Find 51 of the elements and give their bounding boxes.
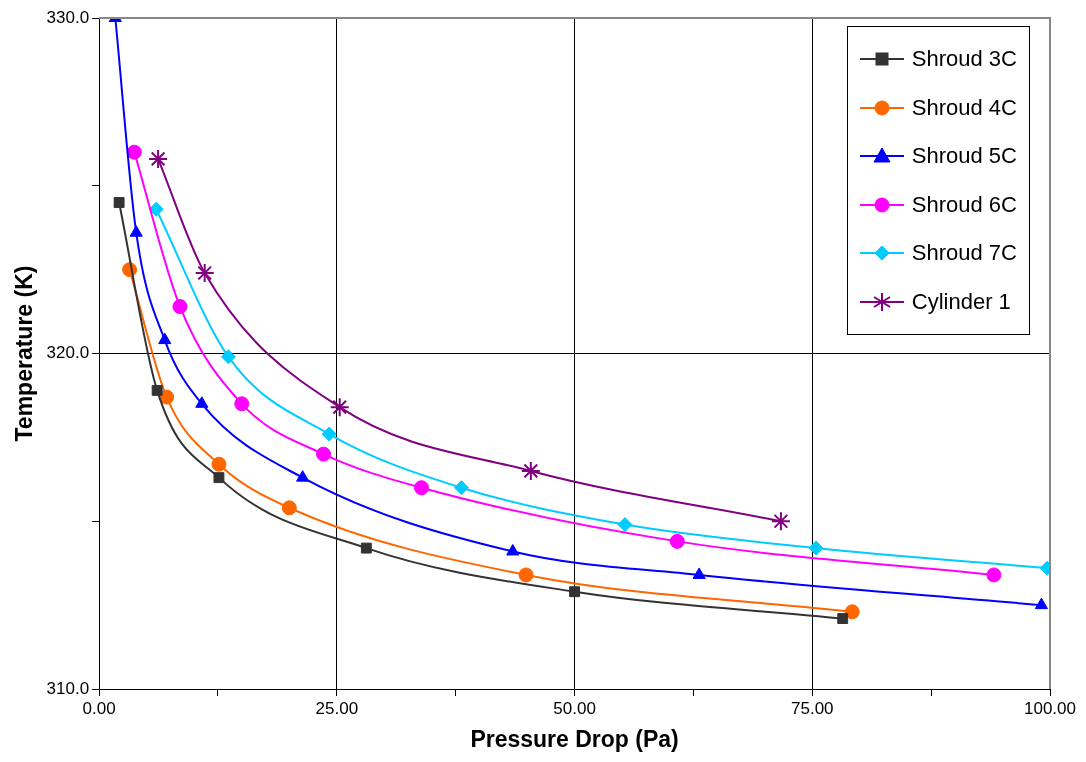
point (669, 533, 685, 549)
point (413, 480, 429, 496)
point (321, 426, 337, 442)
point (194, 262, 215, 283)
legend-label: Shroud 5C (911, 143, 1017, 170)
point (617, 517, 633, 533)
point (569, 586, 581, 598)
point (520, 460, 541, 481)
x-tick-label: 0.00 (82, 698, 116, 718)
point (220, 349, 236, 365)
point (1034, 597, 1048, 610)
y-axis-title: Temperature (K) (11, 265, 38, 442)
legend-label: Shroud 3C (911, 46, 1017, 73)
legend-label: Shroud 7C (911, 240, 1017, 267)
point (234, 396, 250, 412)
legend-label: Shroud 4C (911, 94, 1017, 121)
point (986, 567, 1002, 583)
point (453, 480, 469, 496)
legend-label: Cylinder 1 (911, 288, 1011, 315)
point (151, 384, 163, 396)
x-tick-label: 100.00 (1024, 698, 1076, 718)
x-tick-label: 75.00 (791, 698, 834, 718)
point (518, 567, 534, 583)
point (148, 148, 169, 169)
point (195, 396, 209, 408)
point (770, 511, 791, 532)
point (211, 456, 227, 472)
point (360, 542, 372, 554)
point (316, 446, 332, 462)
point (126, 144, 142, 160)
point (213, 472, 225, 484)
point (172, 299, 188, 315)
point (808, 540, 824, 556)
x-tick-label: 25.00 (315, 698, 359, 718)
point (148, 201, 164, 217)
point (329, 397, 350, 418)
point (113, 197, 125, 208)
y-tick-label: 310.0 (46, 678, 90, 698)
point (129, 225, 143, 237)
y-tick-label: 320.0 (46, 343, 90, 363)
point (692, 567, 706, 579)
legend-label: Shroud 6C (911, 191, 1017, 218)
point (281, 500, 297, 516)
y-tick-label: 330.0 (46, 7, 90, 27)
point (844, 604, 860, 620)
point (837, 613, 849, 624)
point (158, 332, 172, 345)
x-axis-title: Pressure Drop (Pa) (470, 725, 679, 752)
point (506, 543, 520, 556)
x-tick-label: 50.00 (553, 698, 596, 718)
point (296, 470, 310, 482)
